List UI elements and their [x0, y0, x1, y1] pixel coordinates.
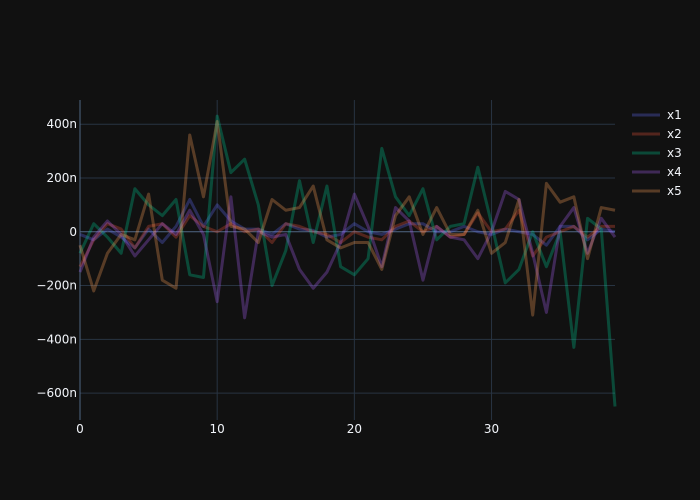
y-tick-label: −600n — [36, 386, 77, 400]
legend-label: x4 — [667, 165, 682, 179]
legend-item-x4[interactable]: x4 — [632, 165, 682, 179]
series-line-x3 — [78, 114, 617, 407]
series-line-x5 — [78, 120, 616, 317]
legend-label: x1 — [667, 108, 682, 122]
y-tick-label: −400n — [36, 332, 77, 346]
series-layer — [78, 114, 617, 407]
legend: x1 x2 x3 x4 x5 — [632, 108, 682, 198]
series-line-x4 — [78, 189, 617, 320]
series-line-x2 — [78, 208, 615, 268]
y-tick-label: 200n — [46, 171, 77, 185]
legend-label: x2 — [667, 127, 682, 141]
x-tick-label: 20 — [347, 422, 362, 436]
legend-item-x5[interactable]: x5 — [632, 184, 682, 198]
x-tick-label: 10 — [210, 422, 225, 436]
legend-item-x1[interactable]: x1 — [632, 108, 682, 122]
x-tick-label: 0 — [76, 422, 84, 436]
legend-label: x3 — [667, 146, 682, 160]
legend-label: x5 — [667, 184, 682, 198]
axes: −600n −400n −200n 0 200n 400n 0 10 20 30 — [36, 117, 499, 436]
y-tick-label: 0 — [69, 225, 77, 239]
x-tick-label: 30 — [484, 422, 499, 436]
grid-lines — [79, 100, 615, 420]
y-tick-label: −200n — [36, 279, 77, 293]
legend-item-x2[interactable]: x2 — [632, 127, 682, 141]
legend-item-x3[interactable]: x3 — [632, 146, 682, 160]
series-line-x1 — [79, 198, 616, 250]
y-tick-label: 400n — [46, 117, 77, 131]
